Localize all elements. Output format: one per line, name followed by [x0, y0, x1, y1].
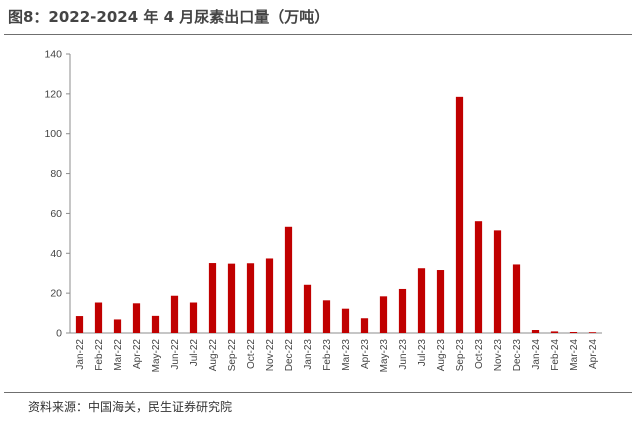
x-tick-label: Feb-22: [94, 339, 105, 371]
x-tick-label: Jan-24: [531, 339, 542, 370]
bar-Dec-22: [284, 226, 293, 333]
y-axis: 0 20 40 60 80 100 120 140: [44, 49, 71, 340]
x-tick-label: Nov-23: [493, 339, 504, 372]
x-tick-label: Jan-23: [303, 339, 314, 370]
bar-Mar-23: [341, 308, 350, 333]
x-tick-label: Jul-23: [417, 339, 428, 367]
source-note: 资料来源：中国海关，民生证券研究院: [28, 400, 233, 414]
bar-series: [75, 96, 597, 333]
bar-Mar-22: [113, 319, 122, 333]
x-tick-label: Dec-23: [512, 339, 523, 372]
x-tick-label: May-22: [151, 339, 162, 373]
bar-Apr-24: [588, 332, 597, 333]
title-divider: [4, 34, 632, 35]
bar-Dec-23: [512, 264, 521, 333]
x-tick-label: Oct-22: [246, 339, 257, 369]
bar-Jul-23: [417, 268, 426, 333]
bar-May-23: [379, 296, 388, 333]
bar-chart: 0 20 40 60 80 100 120 140 Jan-22 Feb-22 Mar-22 Apr…: [44, 49, 602, 373]
y-tick-label: 100: [44, 128, 62, 140]
x-tick-label: Jun-23: [398, 339, 409, 370]
bar-Oct-23: [474, 221, 483, 333]
y-tick-label: 60: [50, 208, 62, 220]
bar-Sep-22: [227, 263, 236, 333]
bar-Oct-22: [246, 263, 255, 333]
x-tick-label: Mar-23: [341, 339, 352, 371]
bar-Feb-24: [550, 331, 559, 333]
y-tick-label: 20: [50, 288, 62, 300]
x-tick-label: Feb-23: [322, 339, 333, 371]
x-tick-label: Sep-23: [455, 339, 466, 372]
x-tick-label: Aug-23: [436, 339, 447, 372]
bar-Aug-23: [436, 270, 445, 333]
x-tick-label: Aug-22: [208, 339, 219, 372]
bar-Mar-24: [569, 332, 578, 333]
y-tick-label: 0: [56, 328, 62, 340]
x-tick-label: Mar-24: [569, 339, 580, 371]
x-tick-label: Apr-23: [360, 339, 371, 369]
bar-May-22: [151, 315, 160, 333]
x-tick-label: Feb-24: [550, 339, 561, 371]
bar-Jan-24: [531, 330, 540, 333]
bar-Jun-22: [170, 295, 179, 333]
bar-Feb-23: [322, 300, 331, 333]
y-tick-label: 120: [44, 88, 62, 100]
bar-Sep-23: [455, 96, 464, 333]
x-tick-label: Dec-22: [284, 339, 295, 372]
y-tick-label: 80: [50, 168, 62, 180]
bar-Apr-23: [360, 318, 369, 333]
x-tick-label: Jun-22: [170, 339, 181, 370]
bar-Nov-22: [265, 258, 274, 333]
x-tick-label: Apr-22: [132, 339, 143, 369]
y-tick-label: 140: [44, 49, 62, 61]
x-tick-label: May-23: [379, 339, 390, 373]
y-tick-label: 40: [50, 248, 62, 260]
x-axis: Jan-22 Feb-22 Mar-22 Apr-22 May-22 Jun-22 Jul-…: [70, 332, 602, 373]
x-tick-label: Sep-22: [227, 339, 238, 372]
source-divider: [4, 392, 632, 393]
bar-Jun-23: [398, 288, 407, 333]
bar-Nov-23: [493, 230, 502, 333]
x-tick-label: Jul-22: [189, 339, 200, 367]
bar-Jul-22: [189, 302, 198, 333]
x-tick-label: Oct-23: [474, 339, 485, 369]
x-tick-label: Nov-22: [265, 339, 276, 372]
bar-Feb-22: [94, 302, 103, 333]
bar-Apr-22: [132, 303, 141, 333]
x-tick-label: Apr-24: [588, 339, 599, 369]
bar-Aug-22: [208, 263, 217, 333]
bar-Jan-22: [75, 316, 84, 333]
x-tick-label: Mar-22: [113, 339, 124, 371]
chart-title: 图8：2022-2024 年 4 月尿素出口量（万吨）: [8, 8, 330, 26]
bar-Jan-23: [303, 284, 312, 333]
x-tick-label: Jan-22: [75, 339, 86, 370]
